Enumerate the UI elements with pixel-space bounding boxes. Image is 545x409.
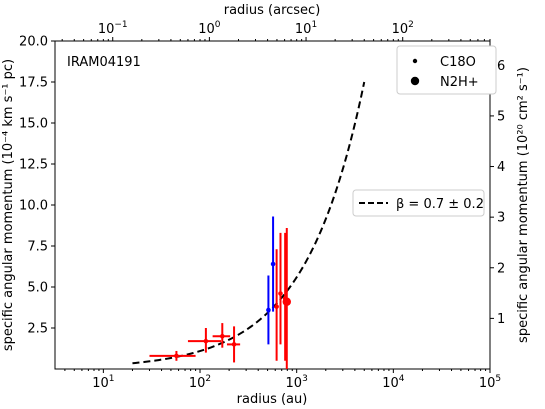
legend-marker-large xyxy=(410,76,420,86)
y-tick-label-left: 2.5 xyxy=(27,322,48,337)
legend-layer: C18O N2H+ β = 0.7 ± 0.2 xyxy=(352,45,497,217)
y-tick-label-right: 4 xyxy=(497,160,505,175)
legend-label-c18o: C18O xyxy=(440,55,476,70)
data-point xyxy=(282,297,291,306)
y-tick-label-right: 1 xyxy=(497,312,505,327)
data-point xyxy=(274,304,279,309)
y-tick-label-right: 3 xyxy=(497,211,505,226)
x-tick-label-bottom: 103 xyxy=(286,374,308,391)
x-tick-label-bottom: 102 xyxy=(189,374,211,391)
x-axis-label-top: radius (arcsec) xyxy=(224,3,321,18)
fit-legend-label: β = 0.7 ± 0.2 xyxy=(396,197,484,212)
x-axis-label-bottom: radius (au) xyxy=(237,392,308,407)
source-annotation: IRAM04191 xyxy=(67,55,141,70)
legend-label-n2h: N2H+ xyxy=(440,75,479,90)
y-tick-label-left: 10.0 xyxy=(19,199,48,214)
data-point xyxy=(266,307,271,313)
marker-legend-box xyxy=(396,45,497,95)
x-tick-label-top: 102 xyxy=(392,20,414,37)
fit-curve-layer xyxy=(132,81,366,365)
y-tick-label-right: 5 xyxy=(497,109,505,124)
x-tick-label-bottom: 101 xyxy=(92,374,114,391)
y-tick-label-left: 20.0 xyxy=(19,35,48,50)
y-tick-label-left: 12.5 xyxy=(19,158,48,173)
data-point xyxy=(278,291,283,296)
fit-curve xyxy=(132,81,366,365)
y-tick-label-left: 17.5 xyxy=(19,76,48,91)
x-tick-label-top: 100 xyxy=(198,20,221,37)
data-point xyxy=(174,353,179,359)
y-tick-label-left: 15.0 xyxy=(19,117,48,132)
data-point xyxy=(203,338,209,344)
y-tick-label-right: 6 xyxy=(497,59,505,74)
axis-ticks: 2.5 5.0 7.5 10.0 12.5 15.0 17.5 20.0 1 2 3 4 5 6 101 10… xyxy=(19,20,505,391)
x-tick-label-top: 10−1 xyxy=(98,20,128,37)
fit-legend-box xyxy=(352,189,485,217)
data-point xyxy=(219,333,225,339)
data-point xyxy=(270,261,276,267)
axis-labels-layer: radius (au) radius (arcsec) specific ang… xyxy=(1,3,531,407)
x-tick-label-bottom: 105 xyxy=(479,374,501,391)
y-tick-label-right: 2 xyxy=(497,261,505,276)
data-points-layer xyxy=(149,216,291,369)
data-point xyxy=(231,342,237,347)
x-tick-label-bottom: 104 xyxy=(382,374,405,391)
y-axis-label-right: specific angular momentum (10²⁰ cm² s⁻¹) xyxy=(516,67,531,343)
y-tick-label-left: 7.5 xyxy=(27,240,48,255)
x-tick-label-top: 101 xyxy=(295,20,317,37)
y-axis-label-left: specific angular momentum (10⁻⁴ km s⁻¹ p… xyxy=(1,59,16,351)
y-tick-label-left: 5.0 xyxy=(27,281,48,296)
legend-marker-small xyxy=(412,58,418,64)
